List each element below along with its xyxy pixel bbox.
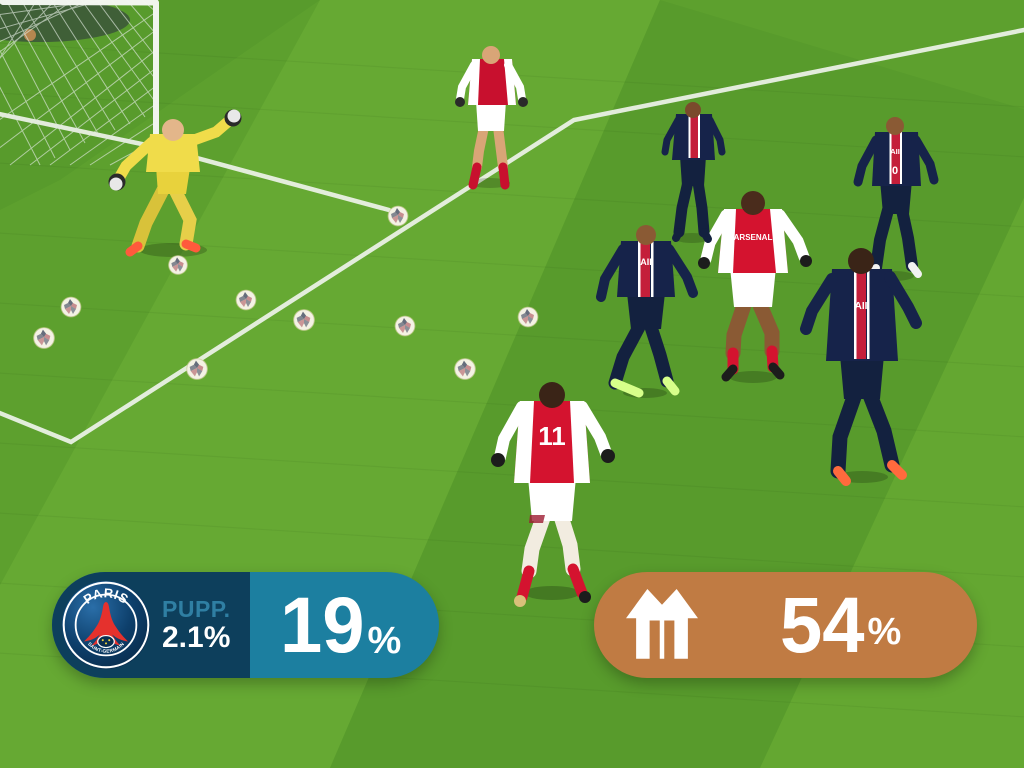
svg-text:AII: AII <box>640 257 652 267</box>
svg-text:11: 11 <box>538 421 566 451</box>
svg-text:ARSENAL: ARSENAL <box>734 233 773 242</box>
svg-text:AII: AII <box>855 301 868 312</box>
svg-text:AII: AII <box>890 147 900 156</box>
svg-text:0: 0 <box>892 165 898 177</box>
